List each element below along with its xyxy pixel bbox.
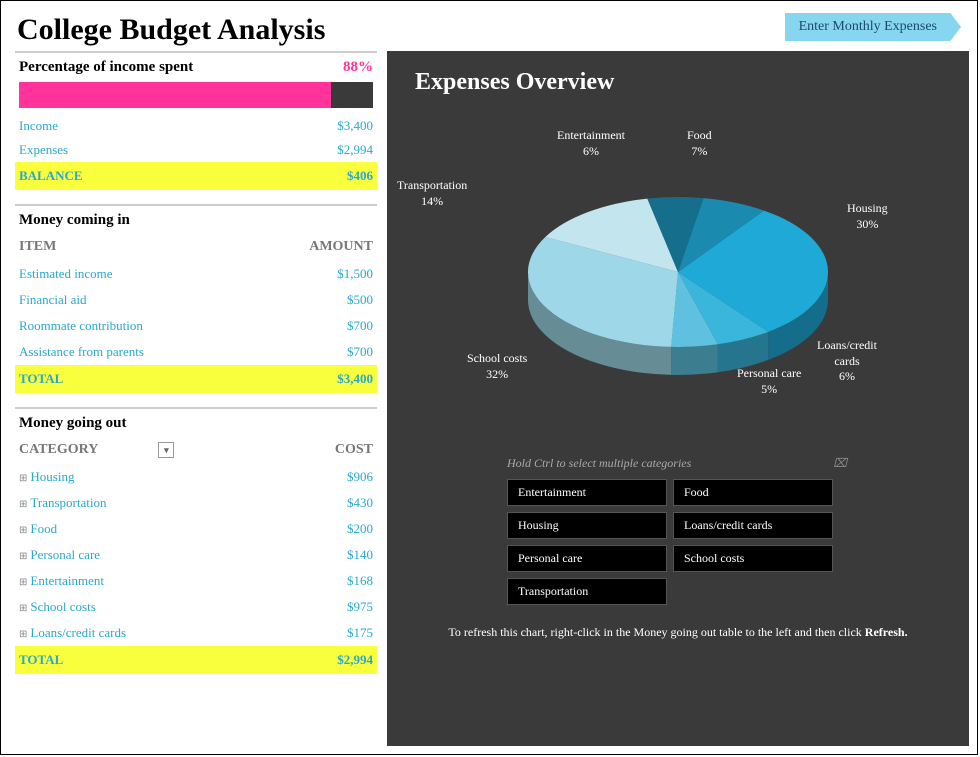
income-total-row: TOTAL $3,400 (15, 365, 377, 393)
expense-item-label: ⊞Transportation (19, 495, 106, 511)
expense-row[interactable]: ⊞Transportation $430 (15, 490, 377, 516)
income-item-value: $500 (347, 292, 373, 308)
expense-row[interactable]: ⊞Entertainment $168 (15, 568, 377, 594)
enter-expenses-button[interactable]: Enter Monthly Expenses (785, 13, 961, 41)
progress-fill (19, 82, 331, 108)
expense-row[interactable]: ⊞Food $200 (15, 516, 377, 542)
slicer-button[interactable]: Housing (507, 512, 667, 539)
expense-col-cost: COST (335, 442, 373, 458)
pie-label: Food7% (687, 128, 712, 159)
income-item-value: $700 (347, 344, 373, 360)
slicer-button[interactable]: Transportation (507, 578, 667, 605)
expense-item-value: $175 (347, 625, 373, 641)
pie-label: Transportation14% (397, 178, 467, 209)
footer-note: To refresh this chart, right-click in th… (407, 625, 949, 640)
expense-item-value: $430 (347, 495, 373, 511)
income-col-item: ITEM (19, 239, 56, 255)
progress-bar (19, 82, 373, 108)
pie-label: Personal care5% (737, 366, 801, 397)
income-row: Financial aid $500 (15, 287, 377, 313)
income-panel: Money coming in ITEM AMOUNT Estimated in… (15, 204, 377, 393)
summary-label: Income (19, 118, 58, 134)
footer-text: To refresh this chart, right-click in th… (448, 625, 864, 639)
percent-value: 88% (343, 59, 373, 76)
expense-item-value: $200 (347, 521, 373, 537)
income-item-value: $700 (347, 318, 373, 334)
expand-icon[interactable]: ⊞ (19, 629, 27, 640)
clear-filter-icon[interactable]: ⌧ (833, 456, 847, 471)
expense-total-value: $2,994 (337, 652, 373, 668)
percent-panel: Percentage of income spent 88% Income $3,… (15, 51, 377, 190)
slicer-button[interactable]: Entertainment (507, 479, 667, 506)
summary-row: Expenses $2,994 (15, 138, 377, 162)
category-filter-button[interactable]: ▾ (158, 442, 174, 458)
footer-bold: Refresh. (865, 625, 908, 639)
income-item-value: $1,500 (337, 266, 373, 282)
income-item-label: Roommate contribution (19, 318, 143, 334)
income-item-label: Estimated income (19, 266, 113, 282)
expand-icon[interactable]: ⊞ (19, 473, 27, 484)
expand-icon[interactable]: ⊞ (19, 499, 27, 510)
expense-row[interactable]: ⊞Loans/credit cards $175 (15, 620, 377, 646)
expense-item-value: $140 (347, 547, 373, 563)
balance-value: $406 (347, 168, 373, 184)
expand-icon[interactable]: ⊞ (19, 603, 27, 614)
income-col-amount: AMOUNT (309, 239, 373, 255)
income-total-label: TOTAL (19, 371, 63, 387)
expense-row[interactable]: ⊞Housing $906 (15, 464, 377, 490)
pie-label: Entertainment6% (557, 128, 625, 159)
income-item-label: Financial aid (19, 292, 87, 308)
expense-item-label: ⊞Entertainment (19, 573, 104, 589)
expense-row[interactable]: ⊞Personal care $140 (15, 542, 377, 568)
income-row: Roommate contribution $700 (15, 313, 377, 339)
balance-label: BALANCE (19, 168, 83, 184)
pie-label: School costs32% (467, 351, 527, 382)
income-row: Estimated income $1,500 (15, 261, 377, 287)
summary-value: $3,400 (337, 118, 373, 134)
balance-row: BALANCE $406 (15, 162, 377, 190)
pie-label: Loans/creditcards6% (817, 338, 877, 385)
income-row: Assistance from parents $700 (15, 339, 377, 365)
expense-total-label: TOTAL (19, 652, 63, 668)
summary-row: Income $3,400 (15, 114, 377, 138)
expense-row[interactable]: ⊞School costs $975 (15, 594, 377, 620)
expense-item-value: $975 (347, 599, 373, 615)
slicer-button[interactable]: Loans/credit cards (673, 512, 833, 539)
summary-value: $2,994 (337, 142, 373, 158)
slicer-hint: Hold Ctrl to select multiple categories (507, 456, 691, 471)
income-title: Money coming in (19, 212, 130, 229)
pie-label: Housing30% (847, 201, 888, 232)
expense-panel: Money going out CATEGORY ▾ COST ⊞Housing… (15, 407, 377, 674)
income-total-value: $3,400 (337, 371, 373, 387)
slicer-button[interactable]: Food (673, 479, 833, 506)
expense-title: Money going out (19, 415, 127, 432)
slicer-button[interactable]: School costs (673, 545, 833, 572)
summary-label: Expenses (19, 142, 68, 158)
expense-item-label: ⊞Loans/credit cards (19, 625, 126, 641)
expense-item-label: ⊞Food (19, 521, 57, 537)
expense-item-label: ⊞Housing (19, 469, 74, 485)
pie-chart: Housing30% Loans/creditcards6% Personal ca… (407, 106, 949, 436)
slicer-button[interactable]: Personal care (507, 545, 667, 572)
expand-icon[interactable]: ⊞ (19, 525, 27, 536)
page-title: College Budget Analysis (17, 13, 325, 47)
expense-item-value: $906 (347, 469, 373, 485)
expand-icon[interactable]: ⊞ (19, 551, 27, 562)
expense-item-label: ⊞Personal care (19, 547, 100, 563)
expense-col-category: CATEGORY (19, 442, 98, 458)
percent-title: Percentage of income spent (19, 59, 193, 76)
expand-icon[interactable]: ⊞ (19, 577, 27, 588)
expense-total-row: TOTAL $2,994 (15, 646, 377, 674)
expense-item-value: $168 (347, 573, 373, 589)
expense-item-label: ⊞School costs (19, 599, 96, 615)
income-item-label: Assistance from parents (19, 344, 144, 360)
chart-title: Expenses Overview (415, 69, 949, 96)
